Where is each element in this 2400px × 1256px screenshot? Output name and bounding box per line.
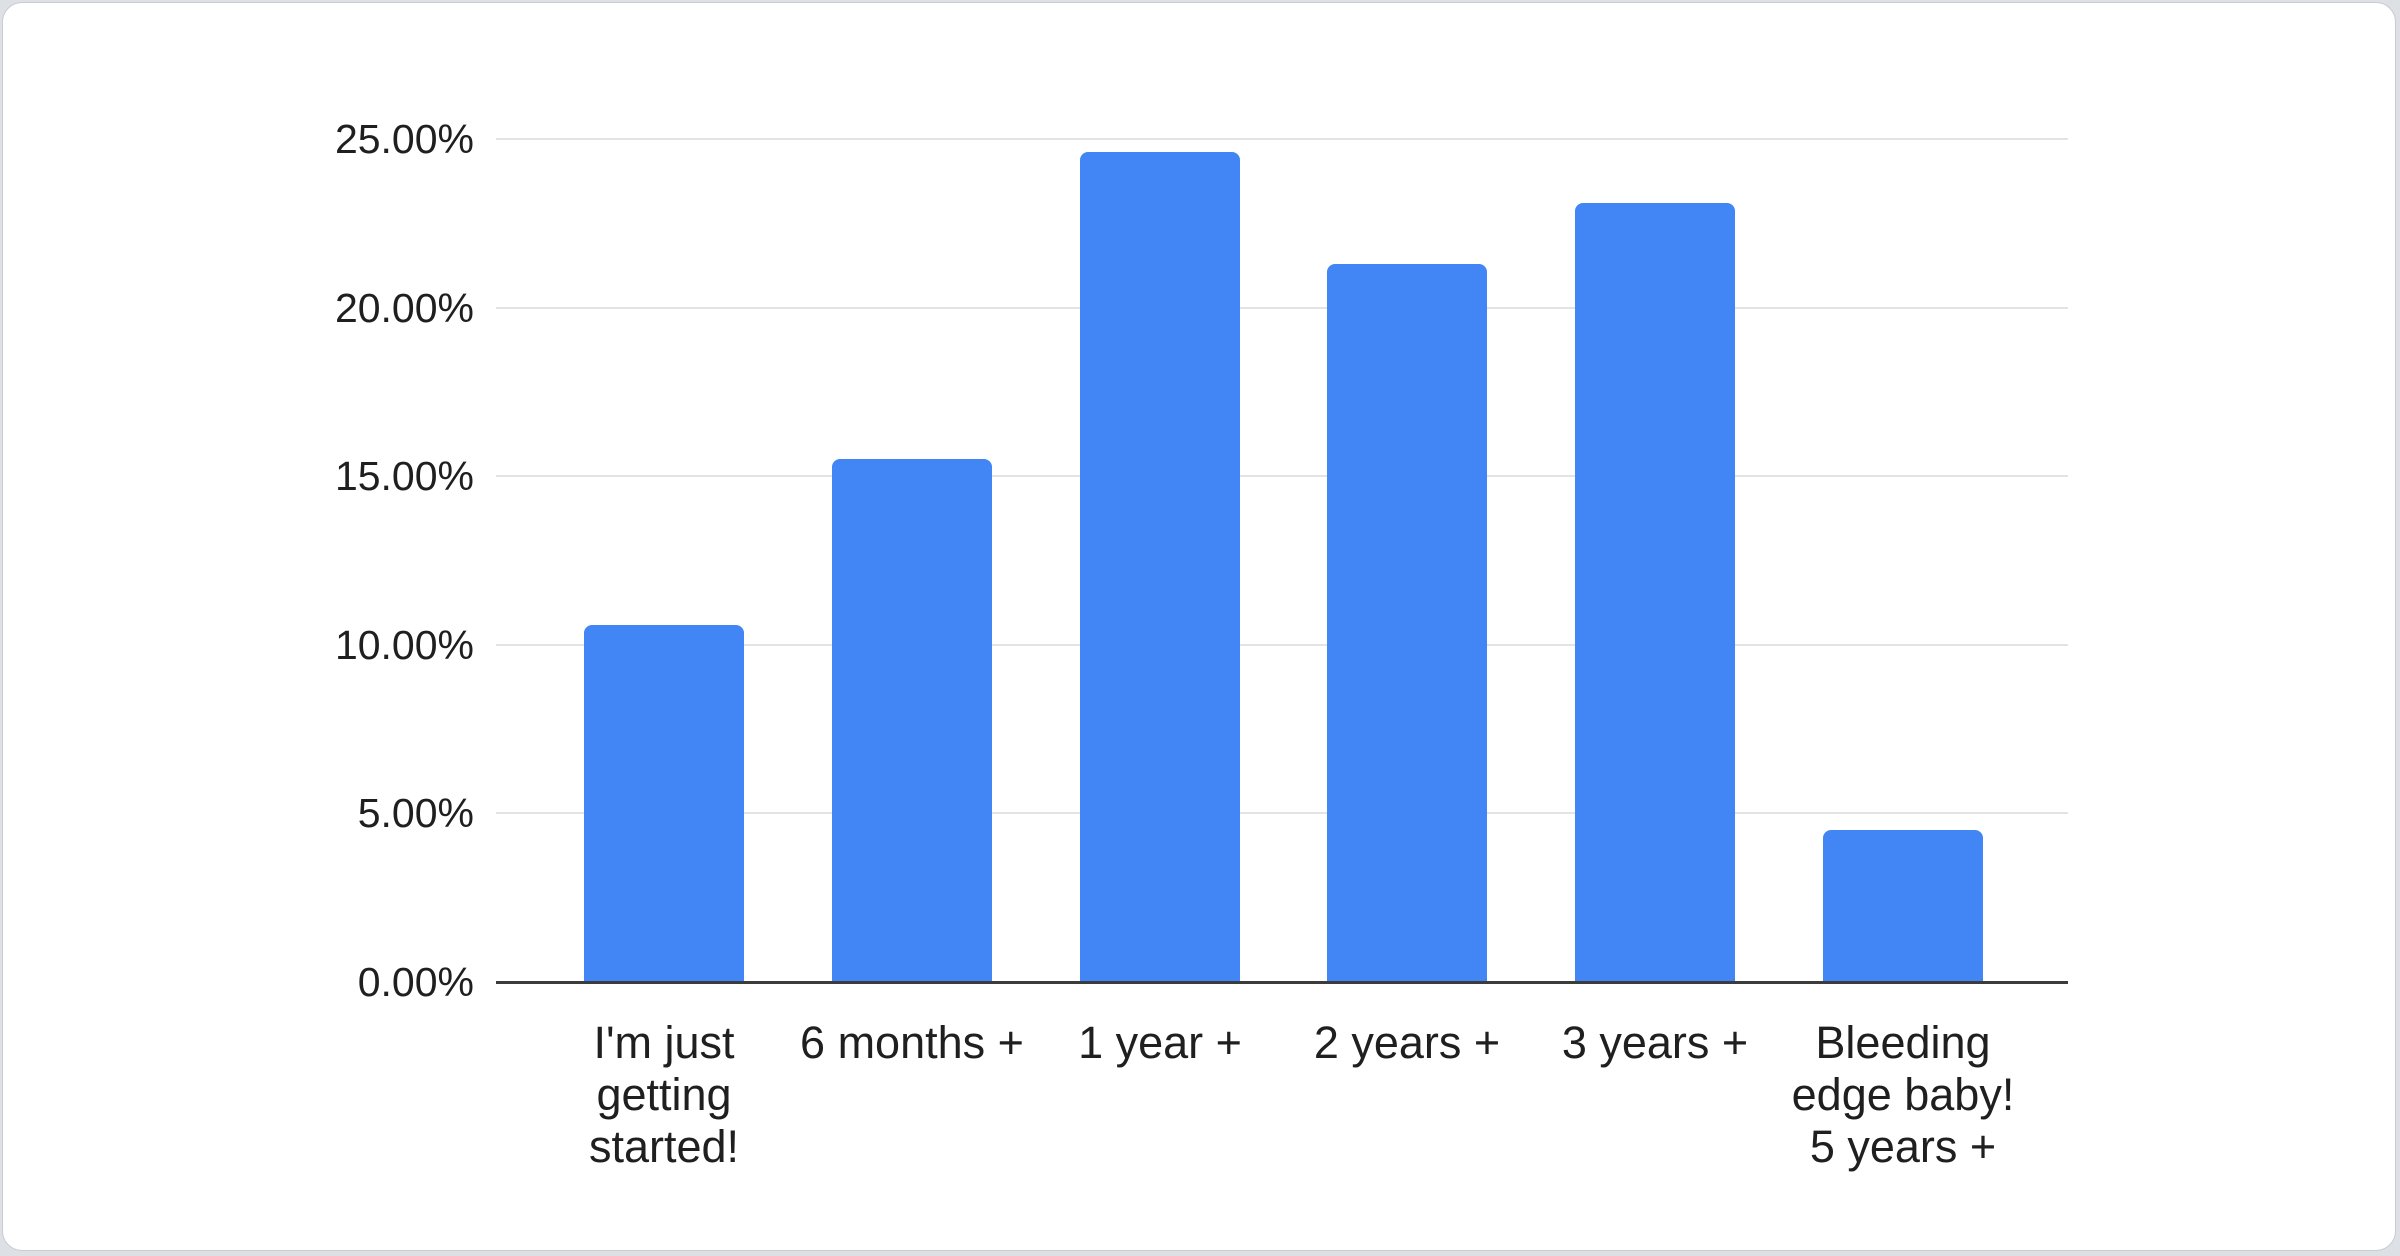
gridline <box>496 138 2068 140</box>
y-axis-tick-label: 15.00% <box>334 453 474 500</box>
y-axis-tick-label: 5.00% <box>357 790 474 837</box>
y-axis-tick-label: 20.00% <box>334 284 474 331</box>
x-axis-label-line: edge baby! <box>1791 1069 2015 1120</box>
bar-4[interactable] <box>1327 264 1487 982</box>
x-axis-label-line: 2 years + <box>1313 1017 1501 1068</box>
gridline <box>496 475 2068 478</box>
bar-2[interactable] <box>832 459 992 982</box>
x-axis-line <box>496 981 2068 984</box>
gridline <box>496 643 2068 646</box>
bar-1[interactable] <box>584 625 744 982</box>
gridline <box>496 812 2068 815</box>
x-axis-label-line: getting <box>596 1069 732 1120</box>
x-axis-label: Bleeding edge baby! 5 years + <box>1778 1017 2028 1173</box>
y-axis-tick-label: 0.00% <box>357 959 474 1005</box>
y-axis-tick-label: 25.00% <box>334 116 474 162</box>
x-axis-label: I'm just getting started! <box>539 1017 789 1173</box>
x-axis-label-line: Bleeding <box>1815 1017 1991 1068</box>
bar-3[interactable] <box>1080 152 1240 982</box>
x-axis-label: 6 months + <box>787 1017 1037 1069</box>
gridline <box>496 306 2068 309</box>
bar-chart: 0.00% 5.00% 10.00% 15.00% 20.00% 25.00% I'm ju… <box>3 3 2395 1250</box>
x-axis-label-line: started! <box>588 1121 740 1172</box>
x-axis-label-line: I'm just <box>593 1017 735 1068</box>
y-axis-tick-label: 10.00% <box>334 621 474 668</box>
x-axis-label: 1 year + <box>1035 1017 1285 1069</box>
bar-5[interactable] <box>1575 203 1735 982</box>
x-axis-label-line: 3 years + <box>1561 1017 1749 1068</box>
x-axis-label: 2 years + <box>1282 1017 1532 1069</box>
x-axis-label-line: 5 years + <box>1809 1121 1997 1172</box>
x-axis-label: 3 years + <box>1530 1017 1780 1069</box>
bar-6[interactable] <box>1823 830 1983 982</box>
x-axis-label-line: 6 months + <box>800 1017 1024 1068</box>
x-axis-label-line: 1 year + <box>1078 1017 1242 1068</box>
